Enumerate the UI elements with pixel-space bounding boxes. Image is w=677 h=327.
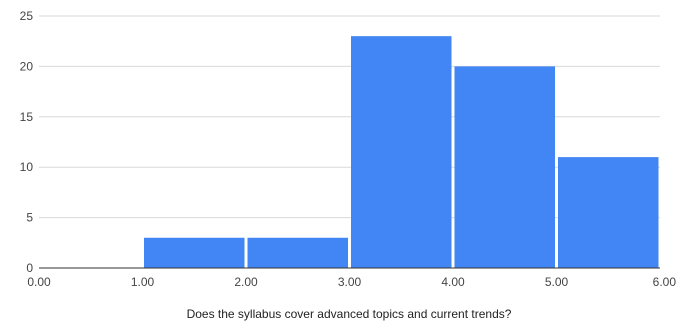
y-tick-label: 5	[26, 211, 33, 225]
y-tick-label: 15	[20, 110, 34, 124]
histogram-bars	[144, 36, 659, 269]
histogram-bar	[558, 157, 659, 268]
x-axis-label: Does the syllabus cover advanced topics …	[187, 307, 512, 321]
x-tick-label: 5.00	[545, 275, 569, 289]
histogram-bar	[454, 66, 555, 269]
x-axis-ticks: 0.00 1.00 2.00 3.00 4.00 5.00 6.00	[27, 275, 676, 289]
y-axis-ticks: 0 5 10 15 20 25	[20, 9, 34, 275]
y-tick-label: 25	[20, 9, 34, 23]
x-tick-label: 0.00	[27, 275, 51, 289]
y-tick-label: 10	[20, 160, 34, 174]
x-tick-label: 3.00	[338, 275, 362, 289]
y-tick-label: 20	[20, 59, 34, 73]
x-tick-label: 2.00	[234, 275, 258, 289]
gridlines	[39, 15, 660, 219]
x-tick-label: 6.00	[653, 275, 677, 289]
x-tick-label: 4.00	[441, 275, 465, 289]
histogram-bar	[351, 36, 452, 268]
histogram-bar	[144, 237, 245, 268]
y-tick-label: 0	[26, 261, 33, 275]
x-tick-label: 1.00	[131, 275, 155, 289]
histogram-bar	[247, 237, 348, 268]
